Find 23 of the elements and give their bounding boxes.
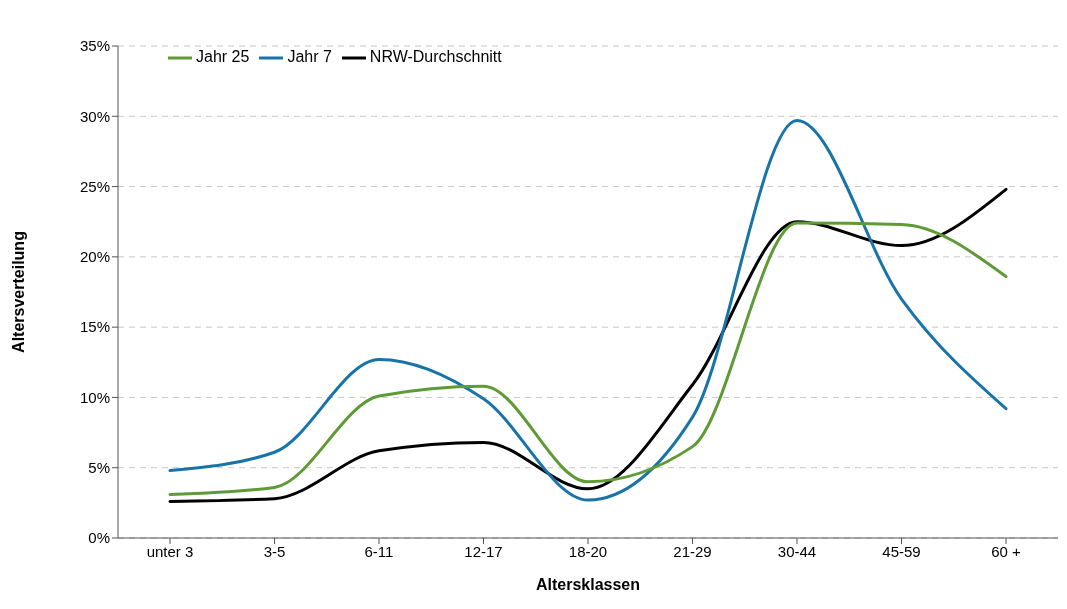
x-tick-label: 45-59 <box>882 542 921 560</box>
y-tick-label: 35% <box>79 37 110 55</box>
y-tick-label: 25% <box>79 177 110 195</box>
x-tick-label: 21-29 <box>673 542 712 560</box>
y-axis-title: Altersverteilung <box>9 231 27 353</box>
y-tick-label: 30% <box>79 107 110 125</box>
y-tick-label: 5% <box>88 459 110 477</box>
legend-label: Jahr 25 <box>196 48 250 66</box>
y-tick-label: 0% <box>88 529 110 547</box>
y-tick-label: 20% <box>79 248 110 266</box>
x-tick-label: 6-11 <box>364 542 394 560</box>
y-tick-label: 15% <box>79 318 110 336</box>
x-tick-label: 3-5 <box>263 542 286 560</box>
x-tick-label: 30-44 <box>777 542 817 560</box>
legend-label: NRW-Durchschnitt <box>369 48 502 66</box>
y-tick-label: 10% <box>79 388 110 406</box>
legend-label: Jahr 7 <box>287 48 332 66</box>
x-axis-title: Altersklassen <box>535 576 641 593</box>
line-series <box>168 119 1008 502</box>
x-tick-label: unter 3 <box>146 542 194 560</box>
x-tick-label: 18-20 <box>568 542 608 560</box>
x-tick-label: 60 + <box>991 542 1022 560</box>
x-tick-label: 12-17 <box>464 542 503 560</box>
